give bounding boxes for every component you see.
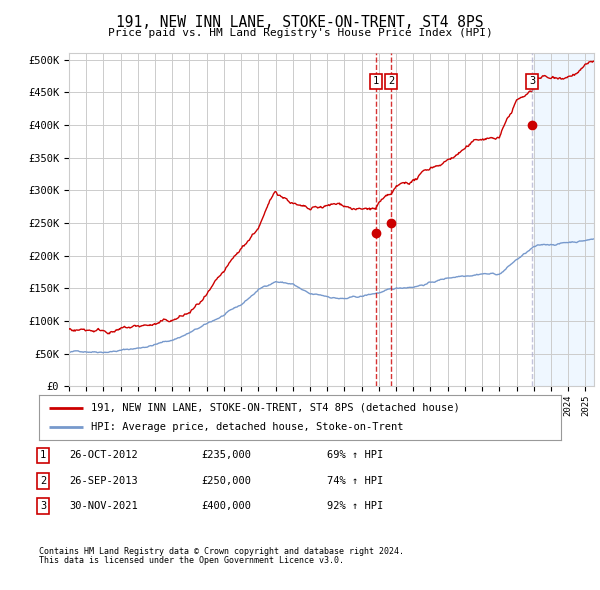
Text: 3: 3	[529, 77, 536, 86]
Text: 26-OCT-2012: 26-OCT-2012	[69, 451, 138, 460]
Text: This data is licensed under the Open Government Licence v3.0.: This data is licensed under the Open Gov…	[39, 556, 344, 565]
Text: 3: 3	[40, 502, 46, 511]
Text: £235,000: £235,000	[201, 451, 251, 460]
Text: 26-SEP-2013: 26-SEP-2013	[69, 476, 138, 486]
Text: Contains HM Land Registry data © Crown copyright and database right 2024.: Contains HM Land Registry data © Crown c…	[39, 547, 404, 556]
Text: 74% ↑ HPI: 74% ↑ HPI	[327, 476, 383, 486]
Text: 2: 2	[388, 77, 395, 86]
Text: 191, NEW INN LANE, STOKE-ON-TRENT, ST4 8PS (detached house): 191, NEW INN LANE, STOKE-ON-TRENT, ST4 8…	[91, 403, 460, 412]
Text: 191, NEW INN LANE, STOKE-ON-TRENT, ST4 8PS: 191, NEW INN LANE, STOKE-ON-TRENT, ST4 8…	[116, 15, 484, 30]
Text: HPI: Average price, detached house, Stoke-on-Trent: HPI: Average price, detached house, Stok…	[91, 422, 404, 432]
Text: 92% ↑ HPI: 92% ↑ HPI	[327, 502, 383, 511]
Text: 2: 2	[40, 476, 46, 486]
Text: Price paid vs. HM Land Registry's House Price Index (HPI): Price paid vs. HM Land Registry's House …	[107, 28, 493, 38]
Text: 69% ↑ HPI: 69% ↑ HPI	[327, 451, 383, 460]
Bar	[534, 53, 594, 386]
Text: 30-NOV-2021: 30-NOV-2021	[69, 502, 138, 511]
Text: 1: 1	[373, 77, 379, 86]
Text: £250,000: £250,000	[201, 476, 251, 486]
Text: £400,000: £400,000	[201, 502, 251, 511]
Text: 1: 1	[40, 451, 46, 460]
